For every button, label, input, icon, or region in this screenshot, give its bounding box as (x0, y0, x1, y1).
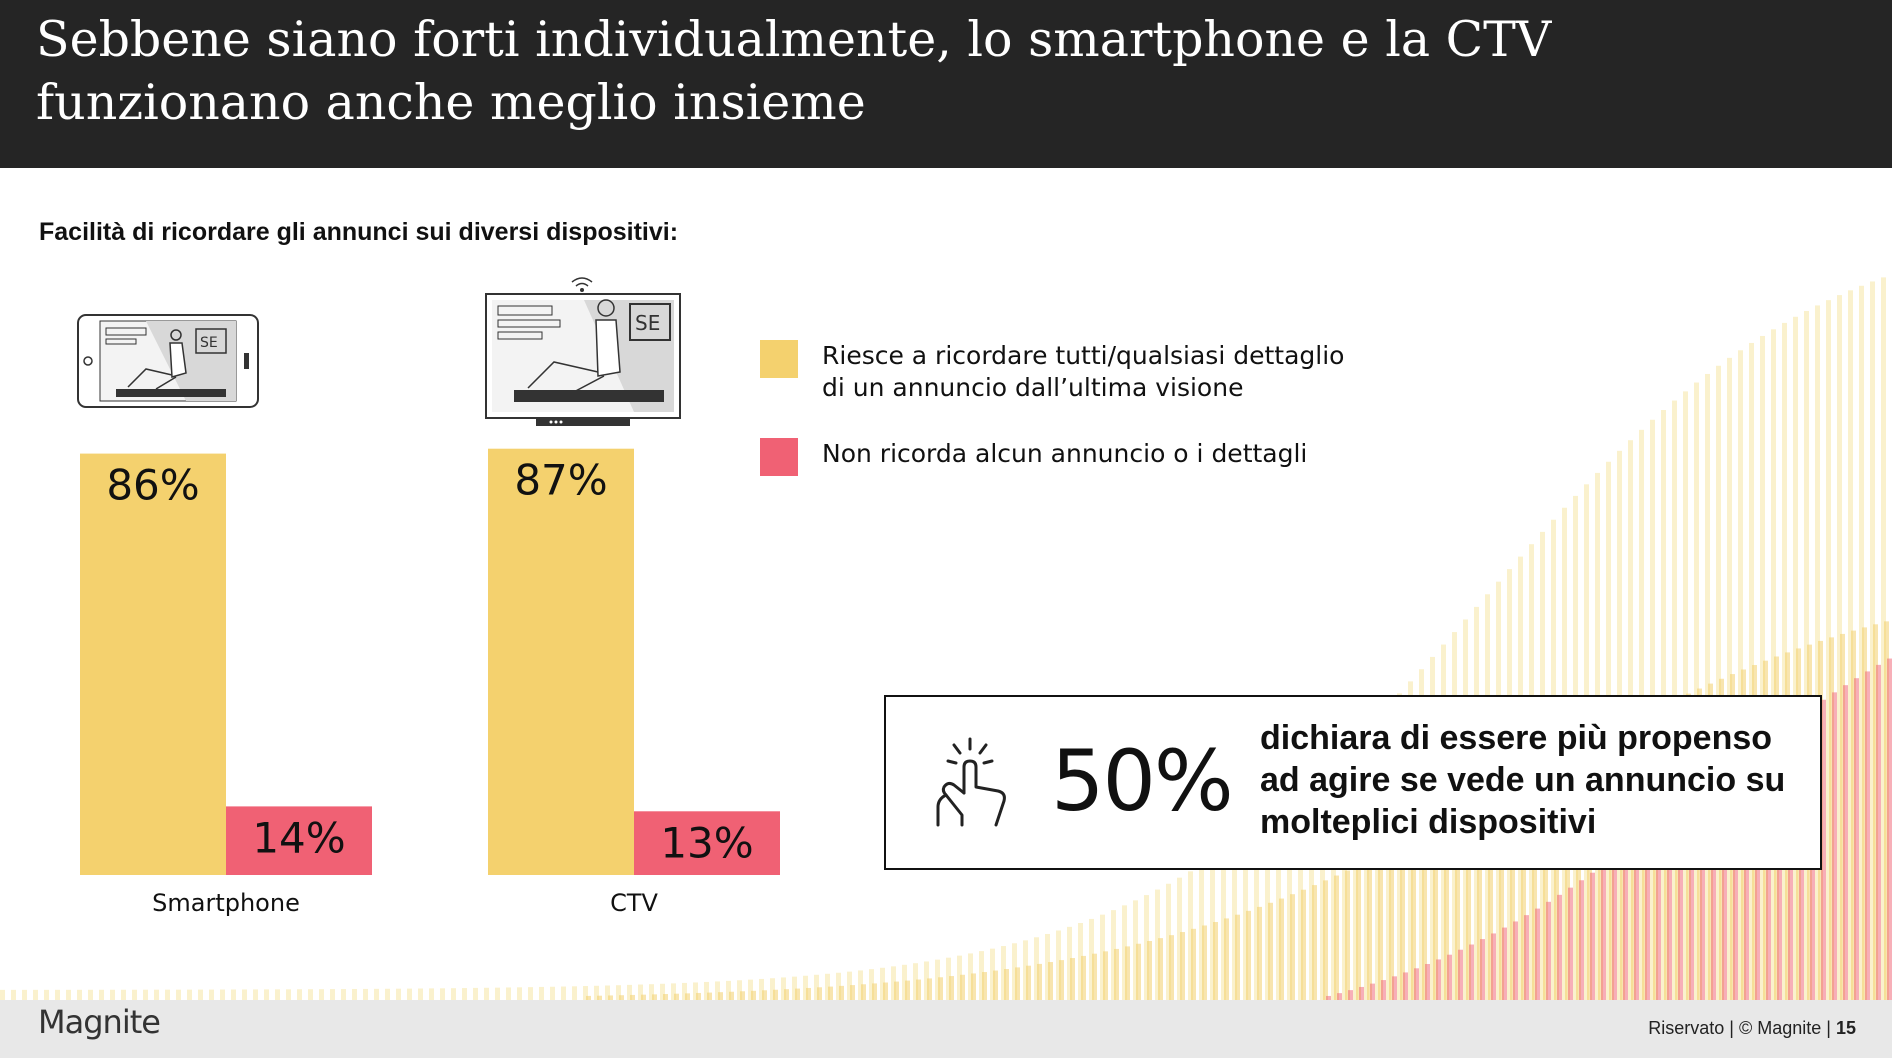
chart-title: Facilità di ricordare gli annunci sui di… (39, 218, 679, 246)
svg-text:SE: SE (635, 311, 660, 335)
legend-label-recall-line2: di un annuncio dall’ultima visione (822, 373, 1244, 402)
smartphone-icon: SE (77, 314, 259, 408)
footer-bar (0, 1000, 1892, 1058)
category-label-smartphone: Smartphone (152, 889, 300, 917)
bar-smartphone-s0 (80, 453, 226, 875)
tap-gesture-icon (936, 737, 1006, 827)
legend-item-recall: Riesce a ricordare tutti/qualsiasi detta… (760, 340, 1400, 404)
legend-swatch-recall (760, 340, 798, 378)
legend-label-recall: Riesce a ricordare tutti/qualsiasi detta… (822, 340, 1344, 404)
svg-text:SE: SE (200, 335, 218, 351)
page-number: 15 (1835, 1018, 1856, 1038)
category-label-ctv: CTV (610, 889, 658, 917)
bar-value-label: 87% (514, 456, 607, 505)
legend-label-no-recall: Non ricorda alcun annuncio o i dettagli (822, 439, 1308, 468)
callout-text: dichiara di essere più propenso ad agire… (1260, 719, 1786, 841)
bar-smartphone-s1 (226, 806, 372, 875)
callout-box: 50% dichiara di essere più propenso ad a… (884, 695, 1822, 870)
legend-swatch-no-recall (760, 438, 798, 476)
footer-text: Riservato | © Magnite | 15 (1648, 1018, 1856, 1039)
header-bar: Sebbene siano forti individualmente, lo … (0, 0, 1892, 168)
ctv-icon: SE (485, 277, 681, 426)
magnite-logo: Magnite (38, 1003, 161, 1041)
page-title: Sebbene siano forti individualmente, lo … (36, 11, 1552, 131)
bar-value-label: 14% (252, 813, 345, 862)
bar-value-label: 86% (106, 461, 199, 510)
bar-ctv-s1 (634, 811, 780, 875)
legend-label-recall-line1: Riesce a ricordare tutti/qualsiasi detta… (822, 341, 1345, 370)
bar-value-label: 13% (660, 818, 753, 867)
bar-ctv-s0 (488, 448, 634, 875)
footer-copyright: Riservato | © Magnite | (1648, 1018, 1836, 1038)
legend-item-no-recall: Non ricorda alcun annuncio o i dettagli (760, 438, 1400, 476)
callout-value: 50% (1051, 732, 1234, 830)
